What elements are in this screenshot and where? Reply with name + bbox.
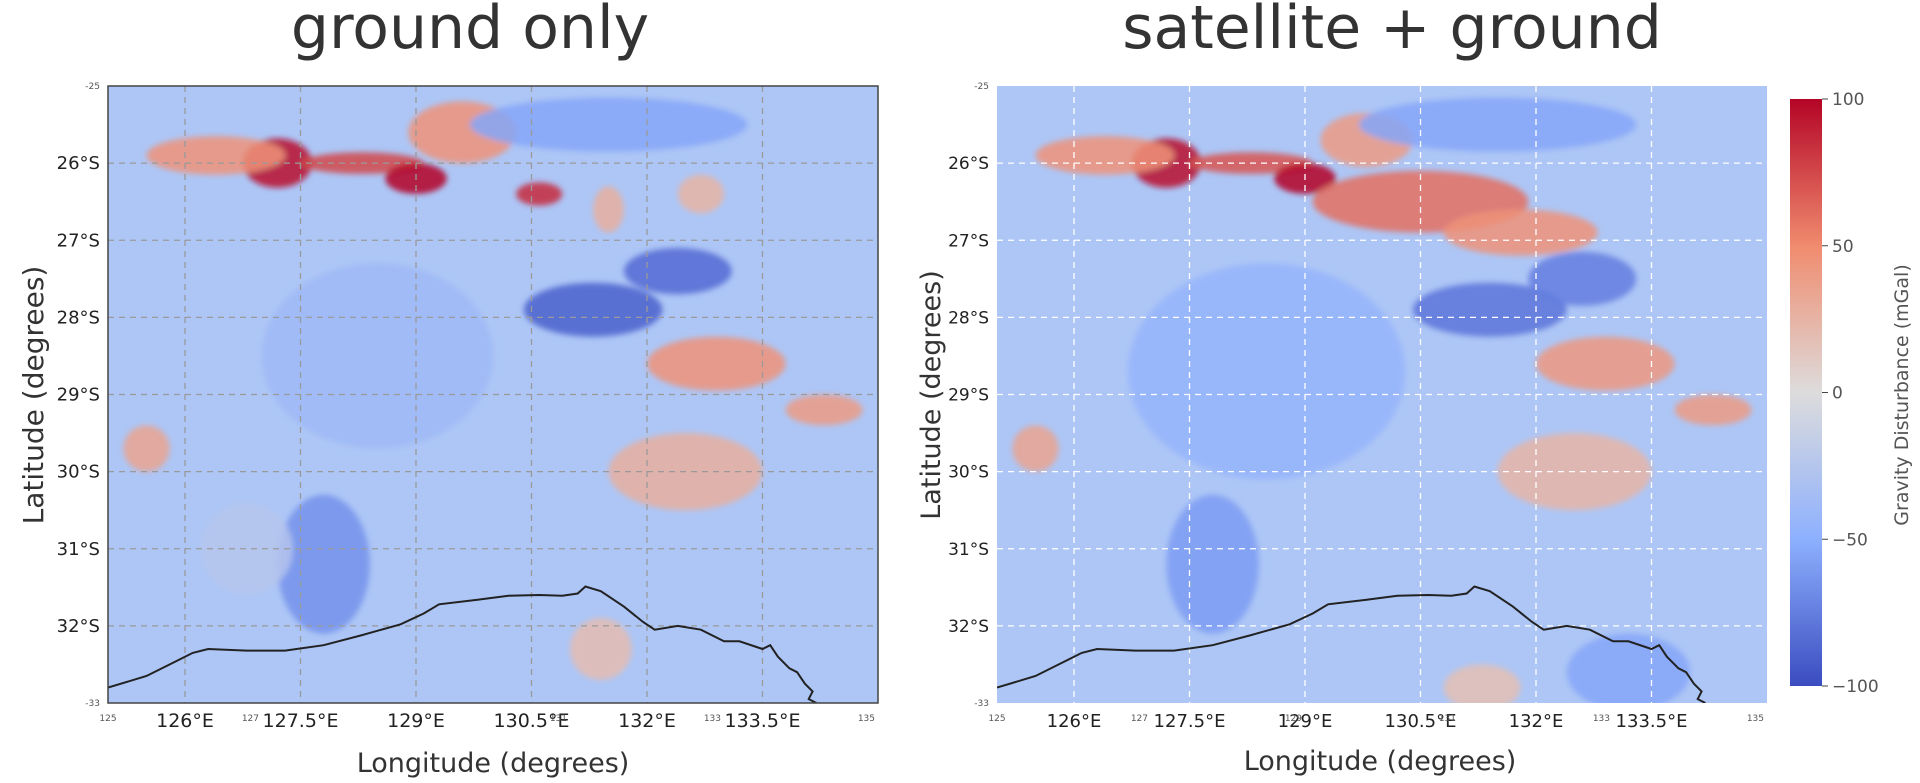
x-tick-label: 130.5°E [494,710,570,732]
x-minor-tick-label: 133 [704,714,721,724]
colorbar-tick-label: 100 [1832,90,1864,110]
anomaly-blob [146,136,286,175]
anomaly-blob [1443,209,1598,256]
y-tick-label: 28°S [948,308,989,328]
anomaly-blob [1035,136,1175,175]
anomaly-blob [1012,425,1059,472]
colorbar-tick-label: −50 [1832,530,1868,550]
anomaly-blob [1528,251,1637,306]
x-tick-label: 130.5°E [1385,711,1457,732]
x-tick-label: 133.5°E [725,710,801,732]
x-minor-tick-label: 131 [1439,714,1456,724]
colorbar-ticks: 100 50 0 −50 −100 [1822,90,1879,697]
panel-title: satellite + ground [1122,0,1662,63]
y-tick-label: 29°S [57,385,100,406]
y-minor-tick-label: -25 [85,82,100,92]
y-tick-label: 26°S [57,153,100,174]
anomaly-blob [785,394,863,426]
y-tick-label: 26°S [948,154,989,174]
x-tick-labels: 126°E 127.5°E 129°E 130.5°E 132°E 133.5°E 125 1… [988,711,1764,732]
anomaly-blob [1412,282,1567,337]
anomaly-blob [1358,97,1637,152]
y-tick-labels: 26°S 27°S 28°S 29°S 30°S 31°S 32°S -25 -33 [948,82,989,709]
colorbar-label: Gravity Disturbance (mGal) [1891,264,1913,525]
colorbar-gradient [1790,99,1822,686]
y-axis-label: Latitude (degrees) [916,270,947,519]
x-tick-label: 129°E [1278,711,1333,732]
anomaly-blob [516,182,563,206]
x-minor-tick-label: 135 [858,714,875,724]
anomaly-blob [623,248,732,295]
y-tick-label: 30°S [57,462,100,483]
x-minor-tick-label: 125 [988,714,1005,724]
y-minor-tick-label: -33 [85,699,100,709]
anomaly-blob [1166,494,1259,634]
x-minor-tick-label: 133 [1593,714,1610,724]
y-tick-label: 31°S [948,540,989,560]
x-minor-tick-label: 125 [99,714,116,724]
anomaly-blob [1536,336,1675,391]
colorbar: 100 50 0 −50 −100 Gravity Disturbance (mGal) [1790,90,1913,697]
x-tick-label: 126°E [1047,711,1102,732]
y-tick-label: 31°S [57,539,100,560]
x-tick-label: 129°E [387,710,445,732]
x-minor-tick-label: 127 [1131,714,1148,724]
x-axis-label: Longitude (degrees) [357,748,630,779]
heatmap-features [123,97,863,680]
anomaly-blob [647,336,786,391]
coastline [108,585,817,703]
anomaly-blob [1443,664,1521,703]
anomaly-blob [1674,394,1752,426]
colorbar-tick-label: 0 [1832,384,1843,404]
anomaly-blob [1127,263,1406,480]
gridlines [997,86,1767,703]
x-tick-labels: 126°E 127.5°E 129°E 130.5°E 132°E 133.5°E 125 1… [99,710,875,732]
x-axis-label: Longitude (degrees) [1244,746,1517,777]
anomaly-blob [570,618,632,680]
coastline [997,585,1706,703]
anomaly-blob [277,494,370,634]
anomaly-blob [1566,633,1690,703]
y-tick-label: 32°S [57,616,100,637]
y-tick-labels: 26°S 27°S 28°S 29°S 30°S 31°S 32°S -25 -33 [57,82,100,709]
gridlines [108,86,878,703]
anomaly-blob [523,282,663,337]
anomaly-blob [593,186,624,233]
anomaly-blob [262,263,493,449]
y-tick-label: 27°S [57,230,100,251]
colorbar-tick-label: −100 [1832,677,1879,697]
anomaly-blob [469,97,748,152]
x-minor-tick-label: 131 [550,714,567,724]
panel-satellite-ground: satellite + ground 126°E 127.5°E 129°E 130.… [916,0,1913,777]
anomaly-blob [123,425,170,472]
x-tick-label: 133.5°E [1616,711,1688,732]
y-tick-label: 28°S [57,307,100,328]
x-minor-tick-label: 135 [1747,714,1764,724]
y-tick-label: 29°S [948,386,989,406]
x-tick-label: 132°E [618,710,676,732]
x-tick-label: 132°E [1509,711,1564,732]
y-tick-label: 27°S [948,231,989,251]
x-minor-tick-label: 127 [242,714,259,724]
y-minor-tick-label: -33 [974,699,989,709]
x-tick-label: 127.5°E [1154,711,1226,732]
x-minor-tick-label: 129 [1285,714,1302,724]
y-tick-label: 30°S [948,463,989,483]
colorbar-tick-label: 50 [1832,237,1854,257]
x-tick-label: 127.5°E [263,710,339,732]
plot-frame [107,85,879,704]
y-axis-label: Latitude (degrees) [17,266,50,525]
y-minor-tick-label: -25 [974,82,989,92]
anomaly-blob [200,502,293,596]
panel-title: ground only [291,0,649,63]
anomaly-blob [677,174,725,214]
y-tick-label: 32°S [948,617,989,637]
panel-ground-only: ground only 126°E 127.5°E 129°E 130.5°E 132°… [17,0,879,779]
x-tick-label: 126°E [156,710,214,732]
